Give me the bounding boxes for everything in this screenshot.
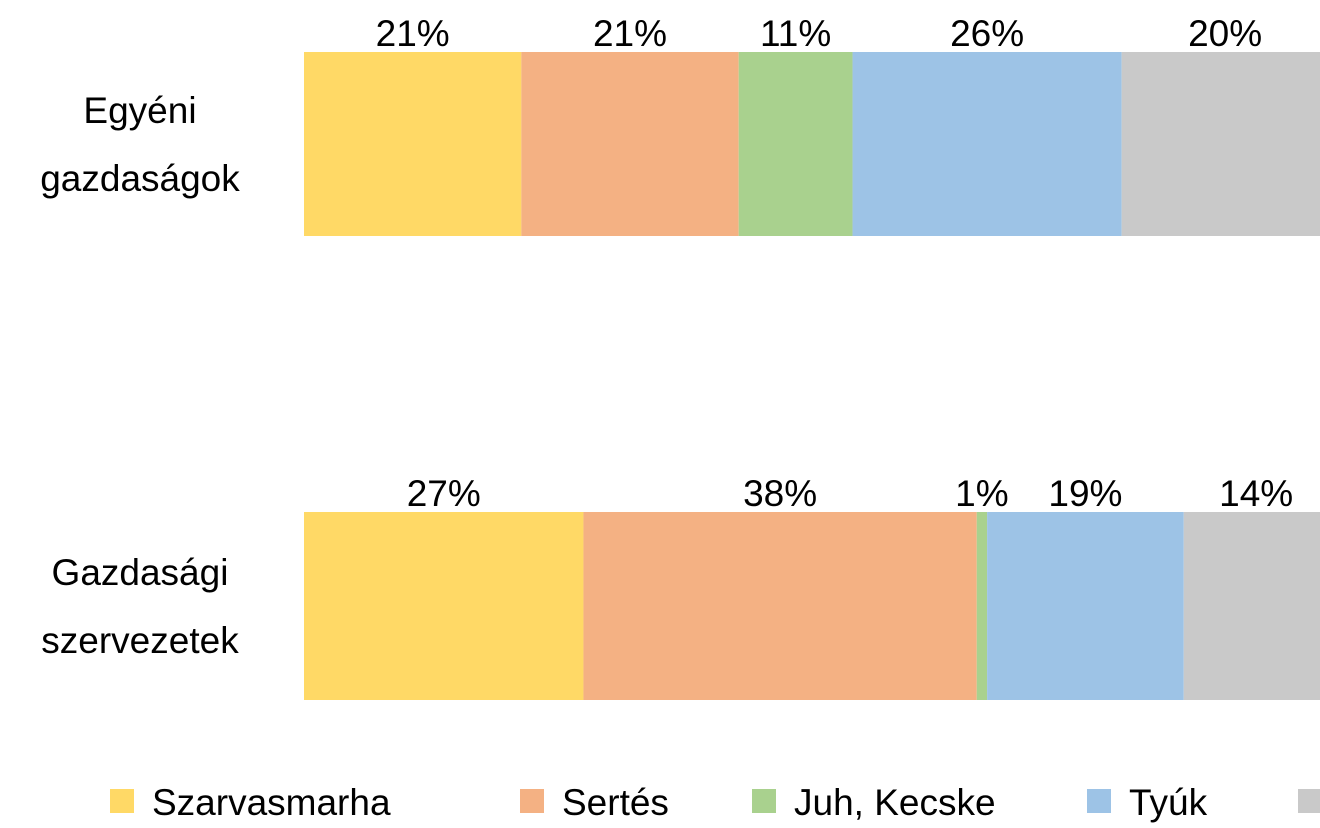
bar-segment (1183, 512, 1320, 700)
data-label: 26% (950, 13, 1024, 54)
bar-segment (852, 52, 1122, 236)
bar-segment (583, 512, 977, 700)
data-label: 38% (743, 473, 817, 514)
legend-label: Szarvasmarha (152, 782, 391, 823)
legend-swatch (752, 789, 776, 813)
legend-swatch (1087, 789, 1111, 813)
bar-segment (304, 52, 522, 236)
bar-segment (987, 512, 1184, 700)
legend-label: Sertés (562, 782, 669, 823)
bar-segment (304, 512, 584, 700)
legend-swatch (520, 789, 544, 813)
legend-swatch (110, 789, 134, 813)
data-label: 11% (760, 13, 831, 54)
data-label: 1% (955, 473, 1008, 514)
bar-segment (976, 512, 988, 700)
bar-segment (1121, 52, 1320, 236)
category-label: Gazdasági szervezetek (41, 552, 239, 661)
legend-swatch (1298, 789, 1320, 813)
data-label: 21% (593, 13, 667, 54)
legend-label: Juh, Kecske (794, 782, 996, 823)
category-label: Egyéni gazdaságok (40, 90, 240, 199)
data-label: 21% (376, 13, 450, 54)
legend-label: Tyúk (1129, 782, 1208, 823)
data-label: 14% (1219, 473, 1293, 514)
data-label: 19% (1048, 473, 1122, 514)
data-label: 20% (1188, 13, 1262, 54)
bar-segment (521, 52, 739, 236)
data-label: 27% (407, 473, 481, 514)
bar-segment (738, 52, 853, 236)
